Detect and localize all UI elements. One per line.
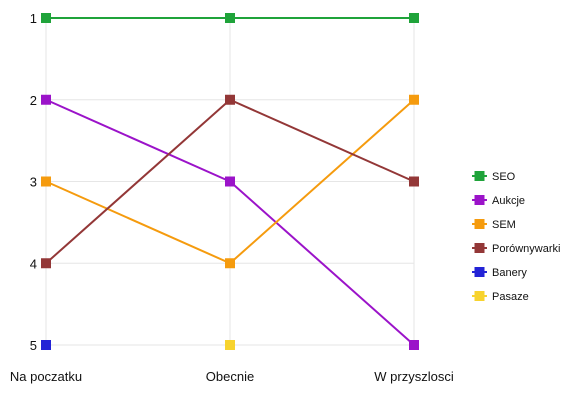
series-porównywarki [41,94,419,269]
x-tick-label: W przyszlosci [374,369,454,384]
data-point-marker[interactable] [409,176,419,187]
series-banery [41,340,51,350]
data-point-marker[interactable] [41,94,51,105]
data-point-marker[interactable] [225,94,235,105]
series-line-segment [45,99,231,264]
legend-label: SEO [492,171,516,183]
y-tick-label: 2 [30,93,37,108]
series-line-segment [45,98,231,183]
series-line-segment [229,98,415,183]
data-point-marker[interactable] [41,176,51,187]
x-axis: Na poczatku Obecnie W przyszlosci [10,369,454,384]
legend-item-aukcje[interactable]: Aukcje [472,195,525,207]
legend-item-banery[interactable]: Banery [472,267,527,279]
legend-label: Porównywarki [492,243,560,255]
legend-marker-swatch [474,291,485,301]
y-tick-label: 4 [30,256,37,271]
series-aukcje [41,94,419,350]
series-pasaze [225,340,235,350]
data-point-marker[interactable] [41,13,51,23]
series-layer [41,13,419,350]
legend-marker-swatch [474,171,485,181]
x-tick-label: Obecnie [206,369,254,384]
data-point-marker[interactable] [409,340,419,350]
legend-marker-swatch [474,243,485,253]
series-line-segment [229,99,415,264]
x-tick-label: Na poczatku [10,369,82,384]
legend-item-pasaze[interactable]: Pasaze [472,291,529,303]
legend-label: Banery [492,267,527,279]
data-point-marker[interactable] [225,258,235,269]
data-point-marker[interactable] [409,13,419,23]
series-seo [41,13,419,23]
y-tick-label: 3 [30,175,37,190]
legend-label: SEM [492,219,516,231]
legend-label: Pasaze [492,291,529,303]
data-point-marker[interactable] [409,94,419,105]
y-tick-label: 5 [30,338,37,353]
y-axis: 1 2 3 4 5 [30,11,37,353]
y-tick-label: 1 [30,11,37,26]
legend-item-sem[interactable]: SEM [472,219,516,231]
data-point-marker[interactable] [225,340,235,350]
series-line-segment [229,180,415,346]
data-point-marker[interactable] [225,13,235,23]
legend-marker-swatch [474,195,485,205]
legend-label: Aukcje [492,195,525,207]
series-sem [41,94,419,269]
legend-marker-swatch [474,219,485,229]
legend-marker-swatch [474,267,485,277]
series-line-segment [45,180,231,265]
legend-item-porównywarki[interactable]: Porównywarki [472,243,560,255]
legend: SEO Aukcje SEM Porównywarki Banery Pasaze [472,171,560,303]
legend-item-seo[interactable]: SEO [472,171,516,183]
data-point-marker[interactable] [41,340,51,350]
data-point-marker[interactable] [41,258,51,269]
data-point-marker[interactable] [225,176,235,187]
